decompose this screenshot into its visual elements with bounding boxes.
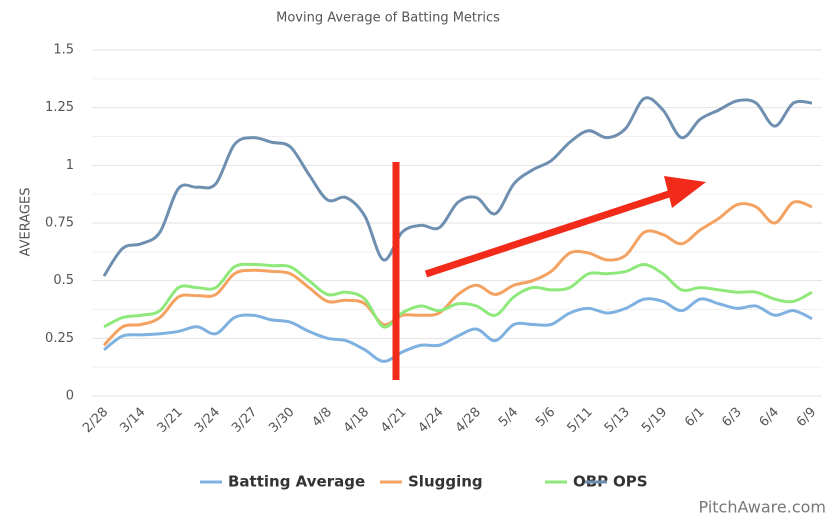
y-axis-label: AVERAGES (19, 188, 34, 257)
y-tick-label: 0 (66, 389, 74, 404)
y-tick-label: 1.5 (53, 43, 74, 58)
series-line (103, 297, 813, 363)
watermark: PitchAware.com (699, 498, 826, 517)
y-tick-label: 1.25 (45, 100, 74, 115)
lines (102, 96, 813, 363)
y-tick-label: 0.5 (53, 273, 74, 288)
y-tick-label: 1 (66, 158, 74, 173)
series-line (102, 200, 813, 347)
chart-title: Moving Average of Batting Metrics (276, 11, 500, 26)
legend-label: Slugging (408, 473, 483, 491)
series-line (102, 96, 813, 277)
series-line (103, 262, 813, 329)
legend-label: OPS (613, 473, 648, 491)
y-tick-label: 0.25 (45, 331, 74, 346)
legend-label: Batting Average (228, 473, 365, 491)
arrow-head (664, 176, 706, 208)
y-tick-label: 0.75 (45, 216, 74, 231)
legend: Batting Average Slugging OBP OPS (200, 473, 648, 491)
grid (92, 49, 822, 397)
annotation-arrow (424, 187, 680, 278)
